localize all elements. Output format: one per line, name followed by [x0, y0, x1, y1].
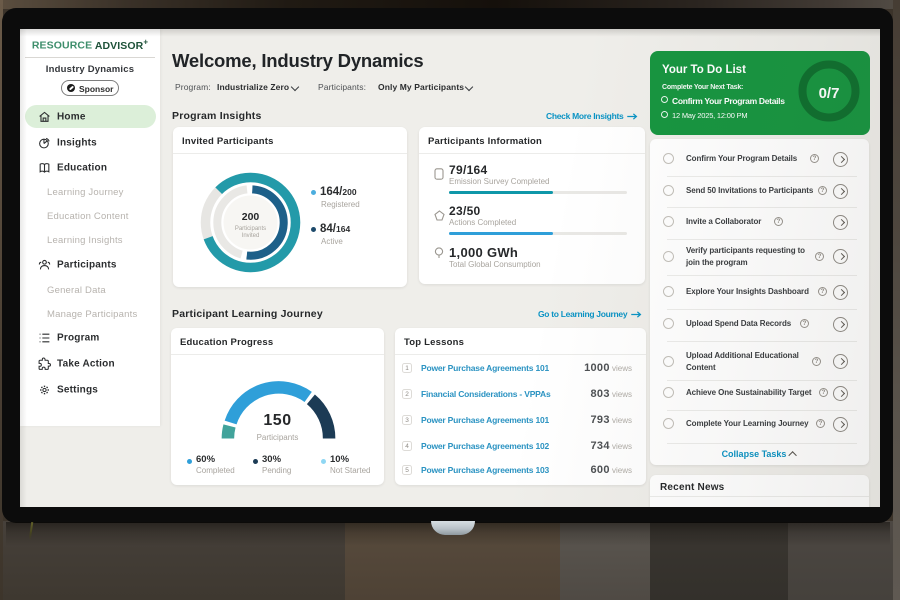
- svg-text:Participants: Participants: [235, 226, 266, 232]
- svg-text:200: 200: [242, 211, 260, 223]
- svg-text:Invited: Invited: [242, 233, 260, 239]
